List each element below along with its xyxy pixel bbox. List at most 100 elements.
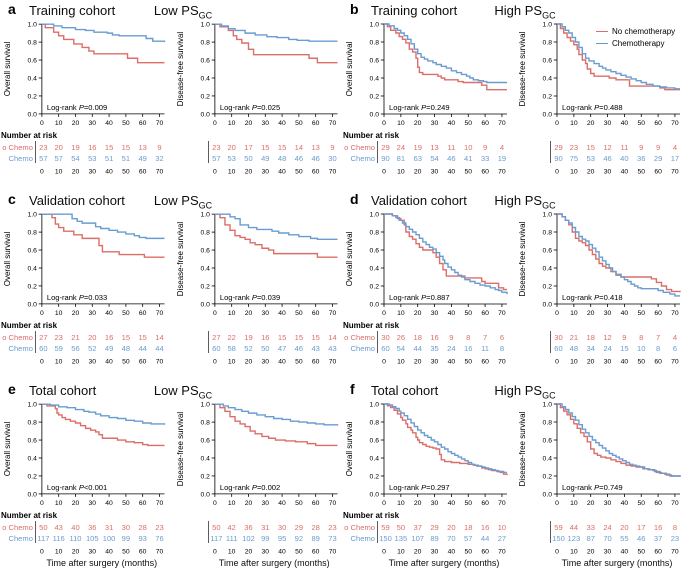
risk-count-chemo: 100 [103, 534, 116, 543]
y-tick-label: 0.0 [27, 111, 37, 118]
risk-count-chemo: 150 [552, 534, 565, 543]
risk-count-no-chemo: 50 [212, 523, 220, 532]
y-tick-label: 0.8 [200, 39, 210, 46]
risk-count-chemo: 89 [311, 534, 319, 543]
x-tick-label: 30 [89, 500, 97, 507]
x-tick-label: 30 [261, 500, 269, 507]
risk-count-no-chemo: 23 [39, 143, 47, 152]
risk-row-label-chemo: Chemo [351, 534, 375, 543]
log-rank-p-value: Log-rank P=0.488 [562, 103, 623, 112]
x-tick-label: 10 [570, 120, 578, 127]
risk-count-no-chemo: 20 [227, 143, 235, 152]
risk-x-tick-label: 0 [212, 358, 216, 365]
chemo-curve [41, 23, 166, 43]
risk-count-chemo: 16 [464, 344, 472, 353]
risk-x-tick-label: 70 [671, 169, 679, 176]
panel-letter: a [8, 1, 16, 17]
risk-count-chemo: 53 [586, 154, 594, 163]
km-chart-overall-survival: 1.0 0.8 0.6 0.4 0.2 0.00 10 20 30 40 50 60 70 Overall… [345, 401, 508, 507]
km-chart-overall-survival: 1.0 0.8 0.6 0.4 0.2 0.00 10 20 30 40 50 60 70 Overall… [3, 22, 166, 127]
risk-count-no-chemo: 30 [277, 523, 285, 532]
x-axis-label: Time after surgery (months) [46, 558, 158, 568]
cohort-title: Training cohort [371, 3, 458, 18]
x-tick-label: 70 [156, 500, 164, 507]
x-tick-label: 10 [227, 120, 235, 127]
risk-count-no-chemo: 44 [570, 523, 578, 532]
y-tick-label: 0.8 [543, 39, 553, 46]
risk-x-tick-label: 70 [671, 549, 679, 556]
y-tick-label: 0.4 [370, 455, 380, 462]
y-tick-label: 0.4 [543, 75, 553, 82]
risk-x-tick-label: 70 [328, 358, 336, 365]
risk-count-chemo: 6 [673, 344, 677, 353]
risk-count-no-chemo: 28 [138, 523, 146, 532]
x-tick-label: 30 [604, 120, 612, 127]
x-tick-label: 50 [295, 120, 303, 127]
x-tick-label: 40 [278, 500, 286, 507]
x-tick-label: 20 [72, 310, 80, 317]
risk-count-no-chemo: 16 [430, 333, 438, 342]
panel-f: f Total cohort High PSGC 1.0 0.8 0.6 0.4 0.2 0.0… [342, 380, 685, 568]
y-axis-label: Disease-free survival [518, 221, 527, 296]
y-tick-label: 0.0 [370, 111, 380, 118]
risk-tables-row: No Chemo Chemo 59 150 0 50 135 10 37 107 20 29 89 30 2… [344, 520, 685, 558]
log-rank-p-value: Log-rank P<0.001 [47, 483, 107, 492]
km-chart-disease-free-survival: 1.0 0.8 0.6 0.4 0.2 0.00 10 20 30 40 50 60 70 Disease… [518, 211, 681, 317]
risk-count-chemo: 17 [671, 154, 679, 163]
risk-count-chemo: 107 [411, 534, 424, 543]
risk-count-no-chemo: 43 [54, 523, 62, 532]
risk-x-tick-label: 60 [311, 548, 319, 555]
risk-count-no-chemo: 4 [673, 333, 677, 342]
risk-count-chemo: 46 [294, 154, 302, 163]
risk-x-tick-label: 50 [464, 359, 472, 366]
chemo-curve [384, 403, 507, 474]
y-tick-label: 0.8 [370, 39, 380, 46]
legend-item-label: Chemotherapy [612, 39, 665, 48]
risk-x-tick-label: 30 [261, 548, 269, 555]
risk-x-tick-label: 70 [156, 358, 164, 365]
y-tick-label: 1.0 [370, 401, 380, 408]
risk-x-tick-label: 50 [464, 549, 472, 556]
axis-lines [213, 214, 338, 305]
panel-b: b Training cohort High PSGC 1.0 0.8 0.6 0.4 0.2… [342, 0, 685, 190]
x-tick-label: 20 [587, 120, 595, 127]
risk-x-tick-label: 10 [570, 169, 578, 176]
risk-count-no-chemo: 21 [71, 333, 79, 342]
risk-x-tick-label: 40 [278, 168, 286, 175]
risk-x-tick-label: 70 [156, 168, 164, 175]
log-rank-p-value: Log-rank P=0.033 [47, 293, 107, 302]
chemo-curve [214, 23, 338, 42]
risk-count-chemo: 10 [637, 344, 645, 353]
y-tick-label: 1.0 [27, 402, 37, 409]
y-tick-label: 1.0 [200, 22, 210, 29]
risk-count-no-chemo: 20 [54, 143, 62, 152]
risk-count-chemo: 51 [122, 154, 130, 163]
risk-count-no-chemo: 8 [639, 333, 643, 342]
risk-x-tick-label: 0 [382, 549, 386, 556]
risk-count-no-chemo: 17 [637, 523, 645, 532]
risk-count-no-chemo: 15 [138, 333, 146, 342]
risk-x-tick-label: 20 [72, 168, 80, 175]
ps-subscript: GC [542, 200, 556, 211]
x-tick-label: 70 [156, 120, 164, 127]
risk-x-tick-label: 10 [397, 359, 405, 366]
risk-x-tick-label: 60 [139, 358, 147, 365]
risk-count-no-chemo: 18 [464, 523, 472, 532]
x-tick-label: 40 [105, 310, 113, 317]
risk-count-chemo: 95 [277, 534, 285, 543]
chemo-curve [214, 213, 338, 240]
risk-count-chemo: 46 [294, 344, 302, 353]
risk-count-chemo: 110 [69, 534, 81, 543]
risk-count-no-chemo: 4 [500, 143, 504, 152]
x-tick-label: 50 [637, 500, 645, 507]
x-axis-label: Time after surgery (months) [561, 558, 673, 568]
risk-count-chemo: 23 [671, 534, 679, 543]
risk-x-tick-label: 0 [382, 169, 386, 176]
km-chart-overall-survival: 1.0 0.8 0.6 0.4 0.2 0.00 10 20 30 40 50 60 70 Overall… [3, 402, 166, 507]
risk-count-chemo: 44 [138, 344, 146, 353]
risk-count-chemo: 102 [242, 534, 255, 543]
x-tick-label: 0 [555, 120, 559, 127]
number-at-risk-label: Number at risk [343, 321, 400, 330]
risk-count-chemo: 54 [71, 154, 79, 163]
risk-count-no-chemo: 15 [261, 143, 269, 152]
